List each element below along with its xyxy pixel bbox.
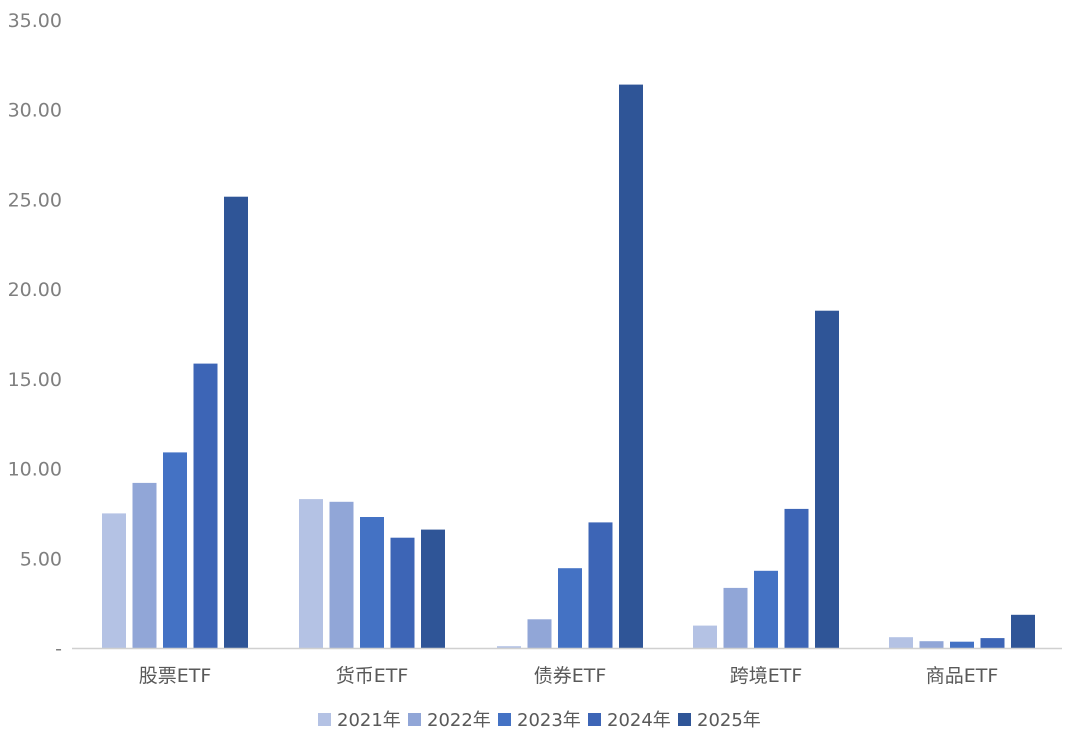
bar-5-4 [980,638,1005,648]
y-tick-label: 30.00 [8,100,62,122]
bar-2-2 [329,501,354,648]
y-tick-label: 35.00 [8,10,62,32]
bar-5-5 [1011,614,1035,648]
bar-1-2 [132,482,157,648]
legend-label: 2021年 [337,710,401,731]
x-tick-label: 货币ETF [336,665,409,687]
legend-swatch [408,713,421,726]
bar-1-3 [163,452,187,648]
y-tick-label: 20.00 [8,279,62,301]
x-axis: 股票ETF 货币ETF 债券ETF 跨境ETF 商品ETF [139,665,999,687]
bar-1-5 [224,196,248,648]
legend-item: 2021年 [318,710,401,731]
y-tick-label: 10.00 [8,459,62,481]
bar-3-4 [588,522,613,648]
y-tick-label: - [55,638,62,660]
bar-1-4 [193,363,218,648]
bar-3-1 [497,646,521,648]
y-tick-label: 25.00 [8,189,62,211]
legend-label: 2024年 [607,710,671,731]
legend: 2021年 2022年 2023年 2024年 2025年 [318,710,761,731]
bars [102,84,1035,649]
bar-2-5 [421,529,445,648]
y-tick-label: 5.00 [20,548,62,570]
x-tick-label: 跨境ETF [730,665,803,687]
legend-item: 2023年 [498,710,581,731]
legend-swatch [498,713,511,726]
bar-2-1 [299,499,323,648]
y-axis: - 5.00 10.00 15.00 20.00 25.00 30.00 35.00 [8,10,62,660]
bar-4-2 [723,587,748,648]
legend-swatch [588,713,601,726]
x-tick-label: 股票ETF [139,665,212,687]
bar-2-3 [360,517,384,648]
x-tick-label: 商品ETF [926,665,999,687]
legend-label: 2023年 [517,710,581,731]
bar-5-2 [919,641,944,648]
bar-4-5 [815,310,839,648]
legend-swatch [318,713,331,726]
bar-2-4 [390,537,415,648]
bar-3-3 [558,568,582,648]
bar-4-4 [784,508,809,648]
legend-item: 2024年 [588,710,671,731]
legend-item: 2025年 [678,710,761,731]
y-tick-label: 15.00 [8,369,62,391]
legend-swatch [678,713,691,726]
legend-item: 2022年 [408,710,491,731]
bar-5-1 [889,637,913,648]
bar-1-1 [102,513,126,648]
x-tick-label: 债券ETF [534,665,607,687]
bar-4-3 [754,570,778,648]
bar-5-3 [950,641,974,648]
bar-3-5 [619,84,643,649]
bar-3-2 [527,619,552,648]
legend-label: 2025年 [697,710,761,731]
legend-label: 2022年 [427,710,491,731]
bar-4-1 [693,625,717,648]
